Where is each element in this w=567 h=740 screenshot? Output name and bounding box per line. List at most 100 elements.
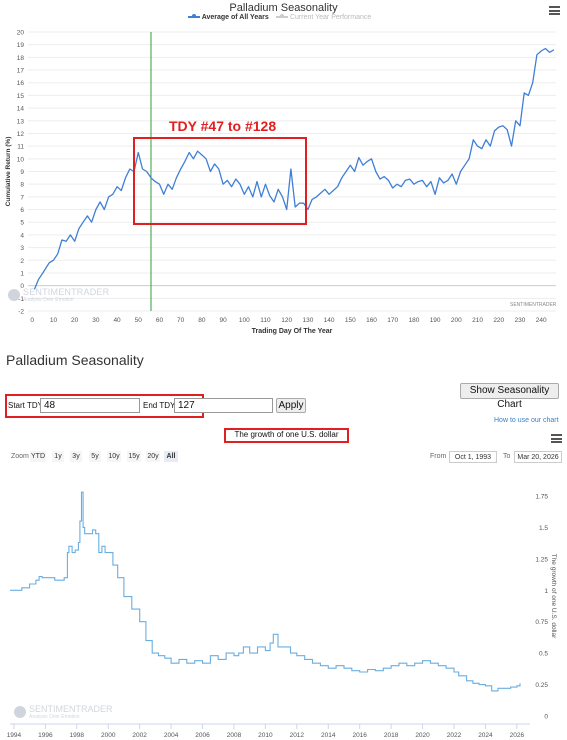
bottom-watermark: SENTIMENTRADER Analysis Over Emotion xyxy=(14,704,124,722)
y-tick-label: 1 xyxy=(544,588,548,595)
x-tick-label: 70 xyxy=(177,317,185,324)
y-tick-label: 0.25 xyxy=(535,682,548,689)
y-tick-label: 4 xyxy=(20,232,24,239)
watermark-subtext: Analysis Over Emotion xyxy=(23,297,74,303)
from-date-input[interactable]: Oct 1, 1993 xyxy=(449,451,497,463)
growth-chart-svg: 0 0.25 0.5 0.75 1 1.25 1.5 1.75 1994 1996 1998 2000… xyxy=(7,491,557,739)
y-tick-label: 20 xyxy=(17,30,25,37)
x-tick-label: 200 xyxy=(451,317,462,324)
x-tick-label: 180 xyxy=(408,317,419,324)
y-tick-label: -1 xyxy=(18,296,24,303)
x-tick-label: 2002 xyxy=(132,732,147,739)
y-tick-label: 0.75 xyxy=(535,619,548,626)
x-tick-label: 110 xyxy=(260,317,271,324)
x-tick-label: 210 xyxy=(472,317,483,324)
x-tick-label: 2018 xyxy=(384,732,399,739)
legend-line-icon xyxy=(188,14,200,19)
highlight-annotation: TDY #47 to #128 xyxy=(169,118,277,134)
x-tick-label: 2006 xyxy=(195,732,210,739)
x-tick-label: 50 xyxy=(135,317,143,324)
zoom-button-1y[interactable]: 1y xyxy=(52,451,64,462)
x-tick-label: 160 xyxy=(366,317,377,324)
x-tick-label: 2026 xyxy=(510,732,525,739)
zoom-button-ytd[interactable]: YTD xyxy=(30,451,46,462)
x-tick-label: 2016 xyxy=(352,732,367,739)
x-tick-label: 30 xyxy=(92,317,100,324)
x-tick-label: 60 xyxy=(156,317,164,324)
legend-item-current[interactable]: Current Year Performance xyxy=(276,14,371,21)
hamburger-menu-icon[interactable] xyxy=(549,6,560,15)
chart-credit: SENTIMENTRADER xyxy=(510,302,557,308)
end-tdy-input[interactable] xyxy=(174,398,273,413)
highlight-box xyxy=(133,137,307,225)
top-chart-title: Palladium Seasonality xyxy=(229,2,338,14)
y-axis-title: The growth of one U.S. dollar xyxy=(550,554,557,639)
y-tick-label: 5 xyxy=(20,220,24,227)
x-tick-label: 1994 xyxy=(7,732,22,739)
seasonality-section-title: Palladium Seasonality xyxy=(6,352,144,368)
top-chart: Palladium Seasonality Average of All Yea… xyxy=(0,0,567,340)
x-tick-label: 20 xyxy=(71,317,79,324)
legend-label: Average of All Years xyxy=(201,14,269,21)
start-tdy-label: Start TDY: xyxy=(8,401,45,410)
top-watermark: SENTIMENTRADER Analysis Over Emotion xyxy=(8,287,118,305)
zoom-button-all[interactable]: All xyxy=(164,451,178,462)
zoom-button-20y[interactable]: 20y xyxy=(146,451,160,462)
zoom-button-5y[interactable]: 5y xyxy=(89,451,101,462)
x-tick-label: 150 xyxy=(345,317,356,324)
zoom-button-15y[interactable]: 15y xyxy=(127,451,141,462)
watermark-subtext: Analysis Over Emotion xyxy=(29,714,80,720)
y-tick-label: 9 xyxy=(20,169,24,176)
x-tick-label: 80 xyxy=(198,317,206,324)
y-tick-label: 15 xyxy=(17,93,25,100)
y-tick-label: 11 xyxy=(17,144,24,151)
series-line-average xyxy=(33,47,555,290)
x-tick-label: 1998 xyxy=(70,732,85,739)
x-tick-label: 120 xyxy=(281,317,292,324)
x-axis-title: Trading Day Of The Year xyxy=(252,328,333,335)
y-tick-label: 1.25 xyxy=(535,556,548,563)
y-tick-label: 0 xyxy=(544,714,548,721)
sentimentrader-logo-icon xyxy=(14,706,26,718)
y-tick-label: 17 xyxy=(17,68,25,75)
x-tick-label: 2012 xyxy=(290,732,305,739)
x-tick-label: 220 xyxy=(493,317,504,324)
y-tick-label: 14 xyxy=(17,106,25,113)
x-tick-label: 140 xyxy=(324,317,335,324)
x-tick-label: 10 xyxy=(50,317,58,324)
hamburger-menu-icon[interactable] xyxy=(551,434,562,443)
watermark-text: SENTIMENTRADER xyxy=(29,704,113,714)
x-tick-label: 40 xyxy=(113,317,121,324)
zoom-button-3y[interactable]: 3y xyxy=(70,451,82,462)
zoom-button-10y[interactable]: 10y xyxy=(107,451,121,462)
y-tick-label: -2 xyxy=(18,309,24,316)
x-tick-label: 1996 xyxy=(38,732,53,739)
y-tick-label: 10 xyxy=(17,156,25,163)
legend-label: Current Year Performance xyxy=(289,14,372,21)
y-tick-label: 8 xyxy=(20,182,24,189)
series-line-growth xyxy=(10,491,521,692)
y-tick-label: 0.5 xyxy=(539,651,548,658)
y-tick-label: 13 xyxy=(17,118,25,125)
show-seasonality-chart-button[interactable]: Show Seasonality Chart xyxy=(460,383,559,410)
x-tick-label: 2008 xyxy=(227,732,242,739)
x-tick-label: 190 xyxy=(430,317,441,324)
x-tick-label: 240 xyxy=(536,317,547,324)
x-tick-label: 230 xyxy=(515,317,526,324)
start-tdy-input[interactable] xyxy=(40,398,140,413)
help-link[interactable]: How to use our chart xyxy=(494,417,559,424)
watermark-text: SENTIMENTRADER xyxy=(23,287,110,297)
x-tick-label: 2000 xyxy=(101,732,116,739)
legend-item-average[interactable]: Average of All Years xyxy=(188,14,269,21)
y-tick-label: 1.75 xyxy=(535,494,548,501)
y-tick-label: 0 xyxy=(20,283,24,290)
to-date-input[interactable]: Mar 20, 2026 xyxy=(514,451,562,463)
growth-chart-title: The growth of one U.S. dollar xyxy=(234,430,339,439)
y-tick-label: 6 xyxy=(20,207,24,214)
to-label: To xyxy=(503,453,511,460)
zoom-label: Zoom xyxy=(11,453,29,460)
apply-button[interactable]: Apply xyxy=(276,398,306,413)
growth-title-highlight xyxy=(224,428,349,443)
y-tick-label: 19 xyxy=(17,42,25,49)
